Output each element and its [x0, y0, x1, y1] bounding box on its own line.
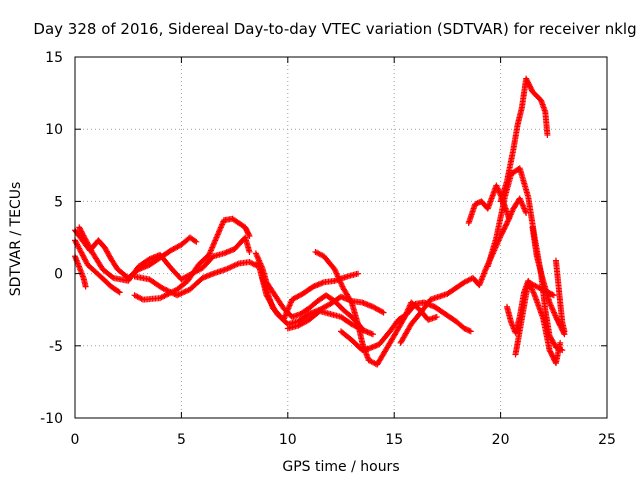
data-point — [168, 289, 175, 296]
data-point — [467, 328, 474, 335]
series-sat-p — [484, 165, 566, 354]
data-point — [163, 287, 170, 294]
data-point — [380, 309, 387, 316]
x-tick-label: 25 — [598, 432, 616, 448]
series-sat-s — [552, 257, 568, 335]
data-point — [167, 288, 174, 295]
chart-title: Day 328 of 2016, Sidereal Day-to-day VTE… — [33, 20, 636, 38]
data-point — [116, 289, 123, 296]
y-tick-label: 0 — [54, 267, 63, 283]
series-sat-c — [72, 237, 123, 296]
x-tick-label: 0 — [71, 432, 80, 448]
x-tick-label: 10 — [279, 432, 297, 448]
data-point — [246, 248, 253, 255]
data-point — [166, 288, 173, 295]
series-sat-e — [131, 215, 253, 303]
data-point — [561, 328, 568, 335]
x-axis-label: GPS time / hours — [282, 459, 399, 475]
data-point — [245, 231, 252, 238]
grid-lines — [75, 57, 607, 418]
data-point — [159, 285, 166, 292]
data-point — [164, 287, 171, 294]
data-point — [369, 331, 376, 338]
series-sat-k — [312, 248, 440, 368]
y-tick-label: -10 — [40, 411, 63, 427]
data-point — [192, 237, 199, 244]
data-point — [109, 273, 116, 280]
y-tick-label: -5 — [49, 339, 63, 355]
data-point — [193, 238, 200, 245]
series-sat-d — [76, 224, 253, 284]
data-point — [506, 215, 513, 222]
x-tick-label: 20 — [492, 432, 510, 448]
series-sat-j — [284, 308, 376, 338]
data-point — [355, 270, 362, 277]
data-point — [246, 233, 253, 240]
data-points — [72, 75, 568, 368]
data-point — [160, 285, 167, 292]
data-point — [170, 290, 177, 297]
series-sat-b — [72, 253, 89, 290]
series-sat-i — [259, 270, 362, 323]
series-outliers — [512, 279, 557, 358]
y-tick-label: 15 — [45, 50, 63, 66]
y-axis-label: SDTVAR / TECUs — [8, 182, 24, 297]
data-point — [161, 286, 168, 293]
plot-frame — [74, 56, 608, 419]
axis-ticks: 0 5 10 15 20 25 -10 -5 0 5 10 15 — [40, 50, 616, 448]
data-point — [171, 290, 178, 297]
series-sat-f — [131, 259, 262, 299]
x-tick-label: 15 — [385, 432, 403, 448]
y-tick-label: 10 — [45, 122, 63, 138]
data-point — [503, 221, 510, 228]
data-point — [538, 286, 545, 293]
data-point — [347, 298, 354, 305]
data-point — [433, 313, 440, 320]
x-tick-label: 5 — [177, 432, 186, 448]
data-point — [82, 283, 89, 290]
data-point — [544, 131, 551, 138]
series-sat-o — [497, 75, 551, 205]
y-tick-label: 5 — [54, 194, 63, 210]
data-point — [557, 339, 564, 346]
data-point — [115, 288, 122, 295]
data-point — [379, 308, 386, 315]
